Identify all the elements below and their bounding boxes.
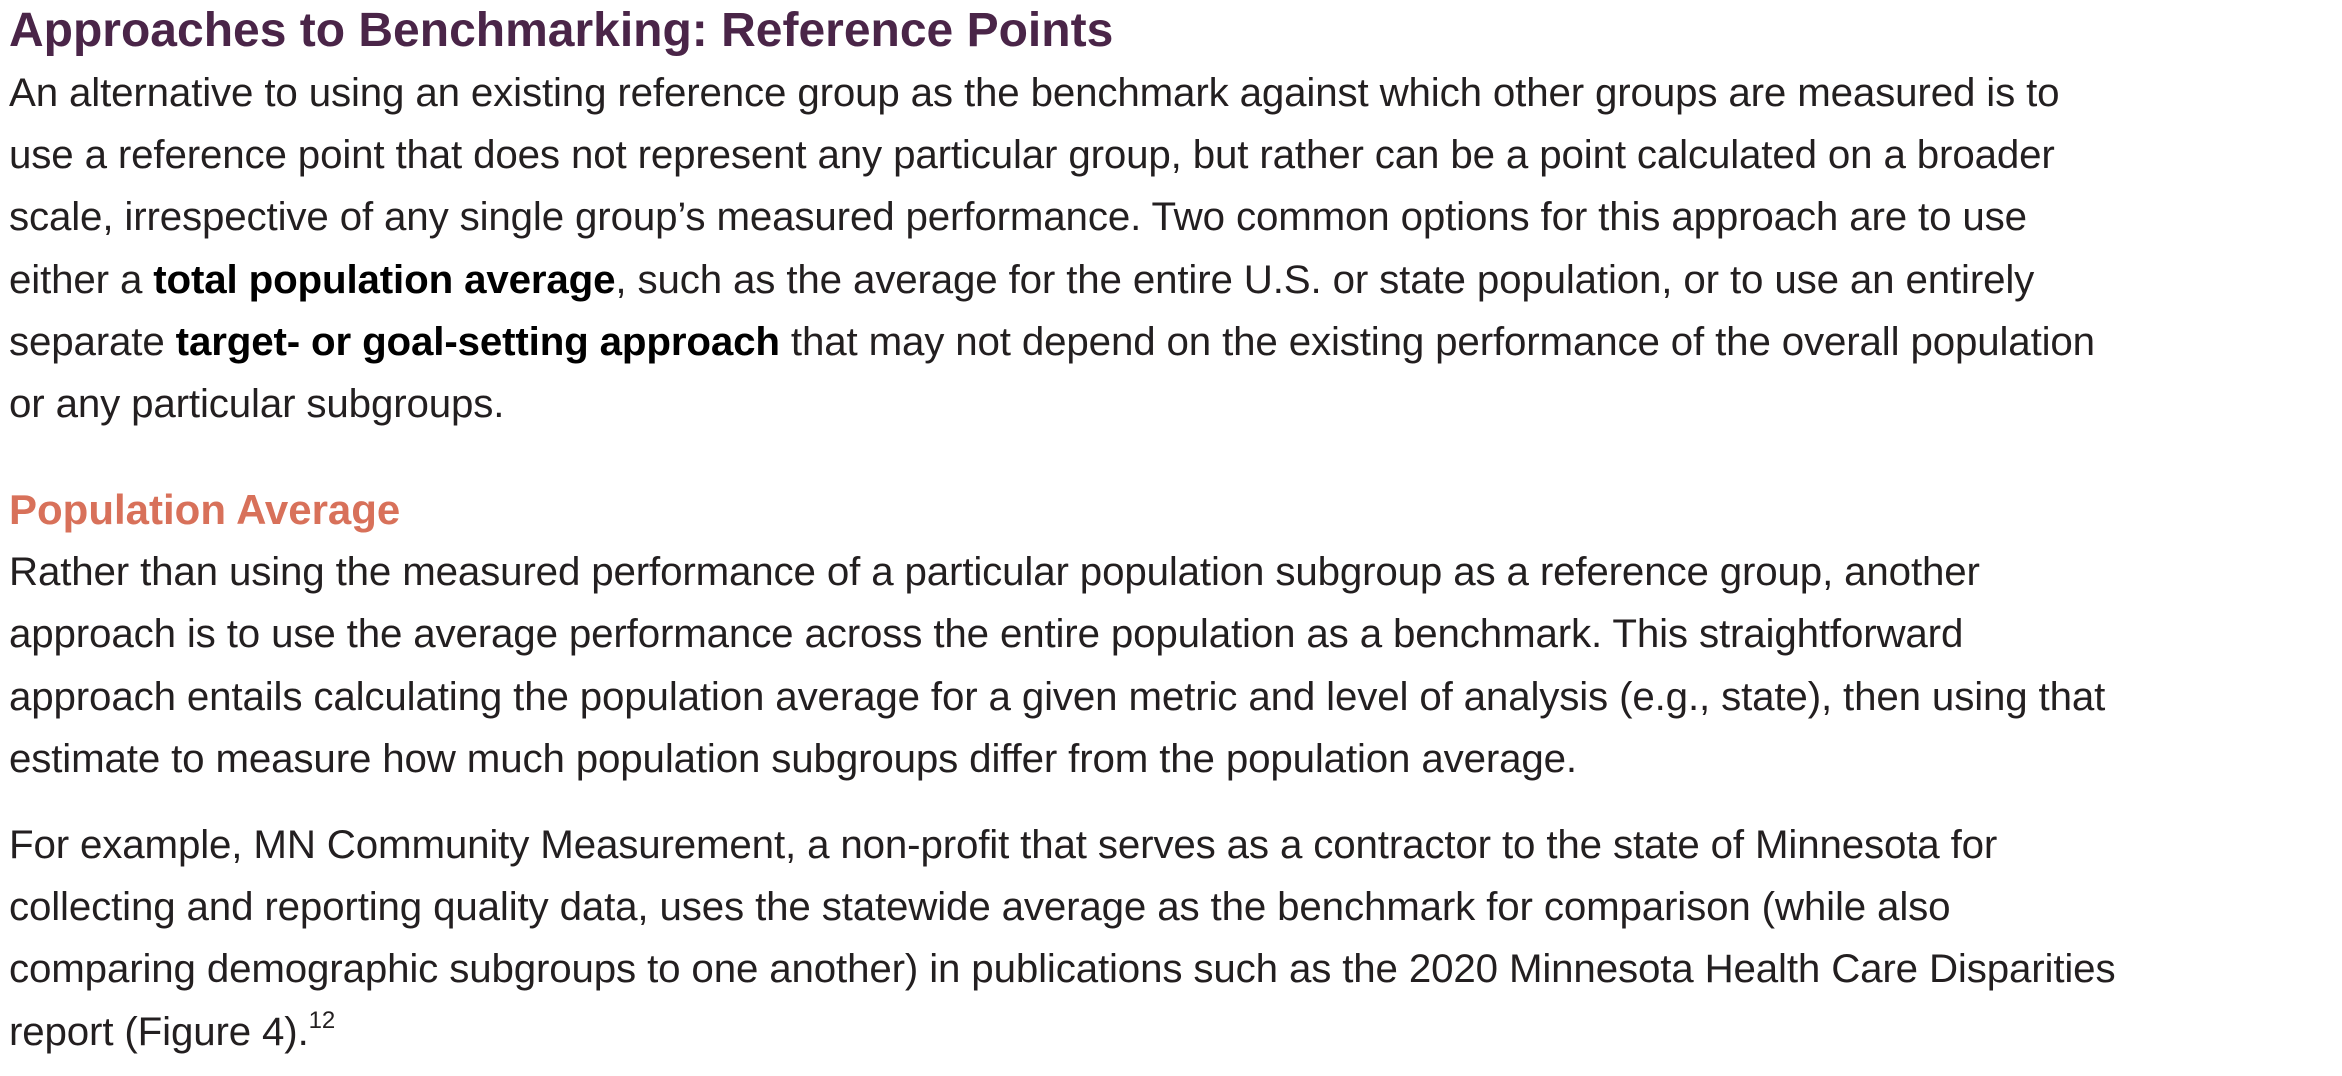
pa-p1-line-4: estimate to measure how much population … [9,735,1577,781]
document-page: Approaches to Benchmarking: Reference Po… [9,0,2339,1063]
pa-p2-line-3: comparing demographic subgroups to one a… [9,946,2116,992]
intro-line-5: separate target- or goal-setting approac… [9,311,2339,373]
pa-p2-line-1: For example, MN Community Measurement, a… [9,822,1998,868]
intro-line-5-text-a: separate [9,318,176,364]
pa-p2-line-4: report (Figure 4).12 [9,1001,2339,1063]
pa-p1-line-3: approach entails calculating the populat… [9,673,2106,719]
intro-line-5-text-b: that may not depend on the existing perf… [779,318,2095,364]
pa-p1-line-2: approach is to use the average performan… [9,611,1964,657]
intro-line-3: scale, irrespective of any single group’… [9,194,2027,240]
pa-p1-line-1: Rather than using the measured performan… [9,549,1980,595]
intro-line-4-text-a: either a [9,256,154,302]
term-total-population-average: total population average [153,256,616,302]
intro-line-4-text-b: , such as the average for the entire U.S… [615,256,2035,302]
pa-p2-line-4-text: report (Figure 4). [9,1008,309,1054]
intro-line-4: either a total population average, such … [9,249,2339,311]
intro-line-2: use a reference point that does not repr… [9,132,2055,178]
term-target-goal-setting-approach: target- or goal-setting approach [175,318,780,364]
subsection-heading: Population Average [9,486,401,534]
pa-p2-line-2: collecting and reporting quality data, u… [9,884,1951,930]
intro-line-1: An alternative to using an existing refe… [9,70,2060,115]
section-heading: Approaches to Benchmarking: Reference Po… [9,4,1114,57]
footnote-reference[interactable]: 12 [308,1007,336,1035]
intro-paragraph: An alternative to using an existing refe… [9,62,2339,435]
population-average-paragraph-1: Rather than using the measured performan… [9,541,2339,790]
intro-line-6: or any particular subgroups. [9,381,505,427]
population-average-paragraph-2: For example, MN Community Measurement, a… [9,814,2339,1063]
